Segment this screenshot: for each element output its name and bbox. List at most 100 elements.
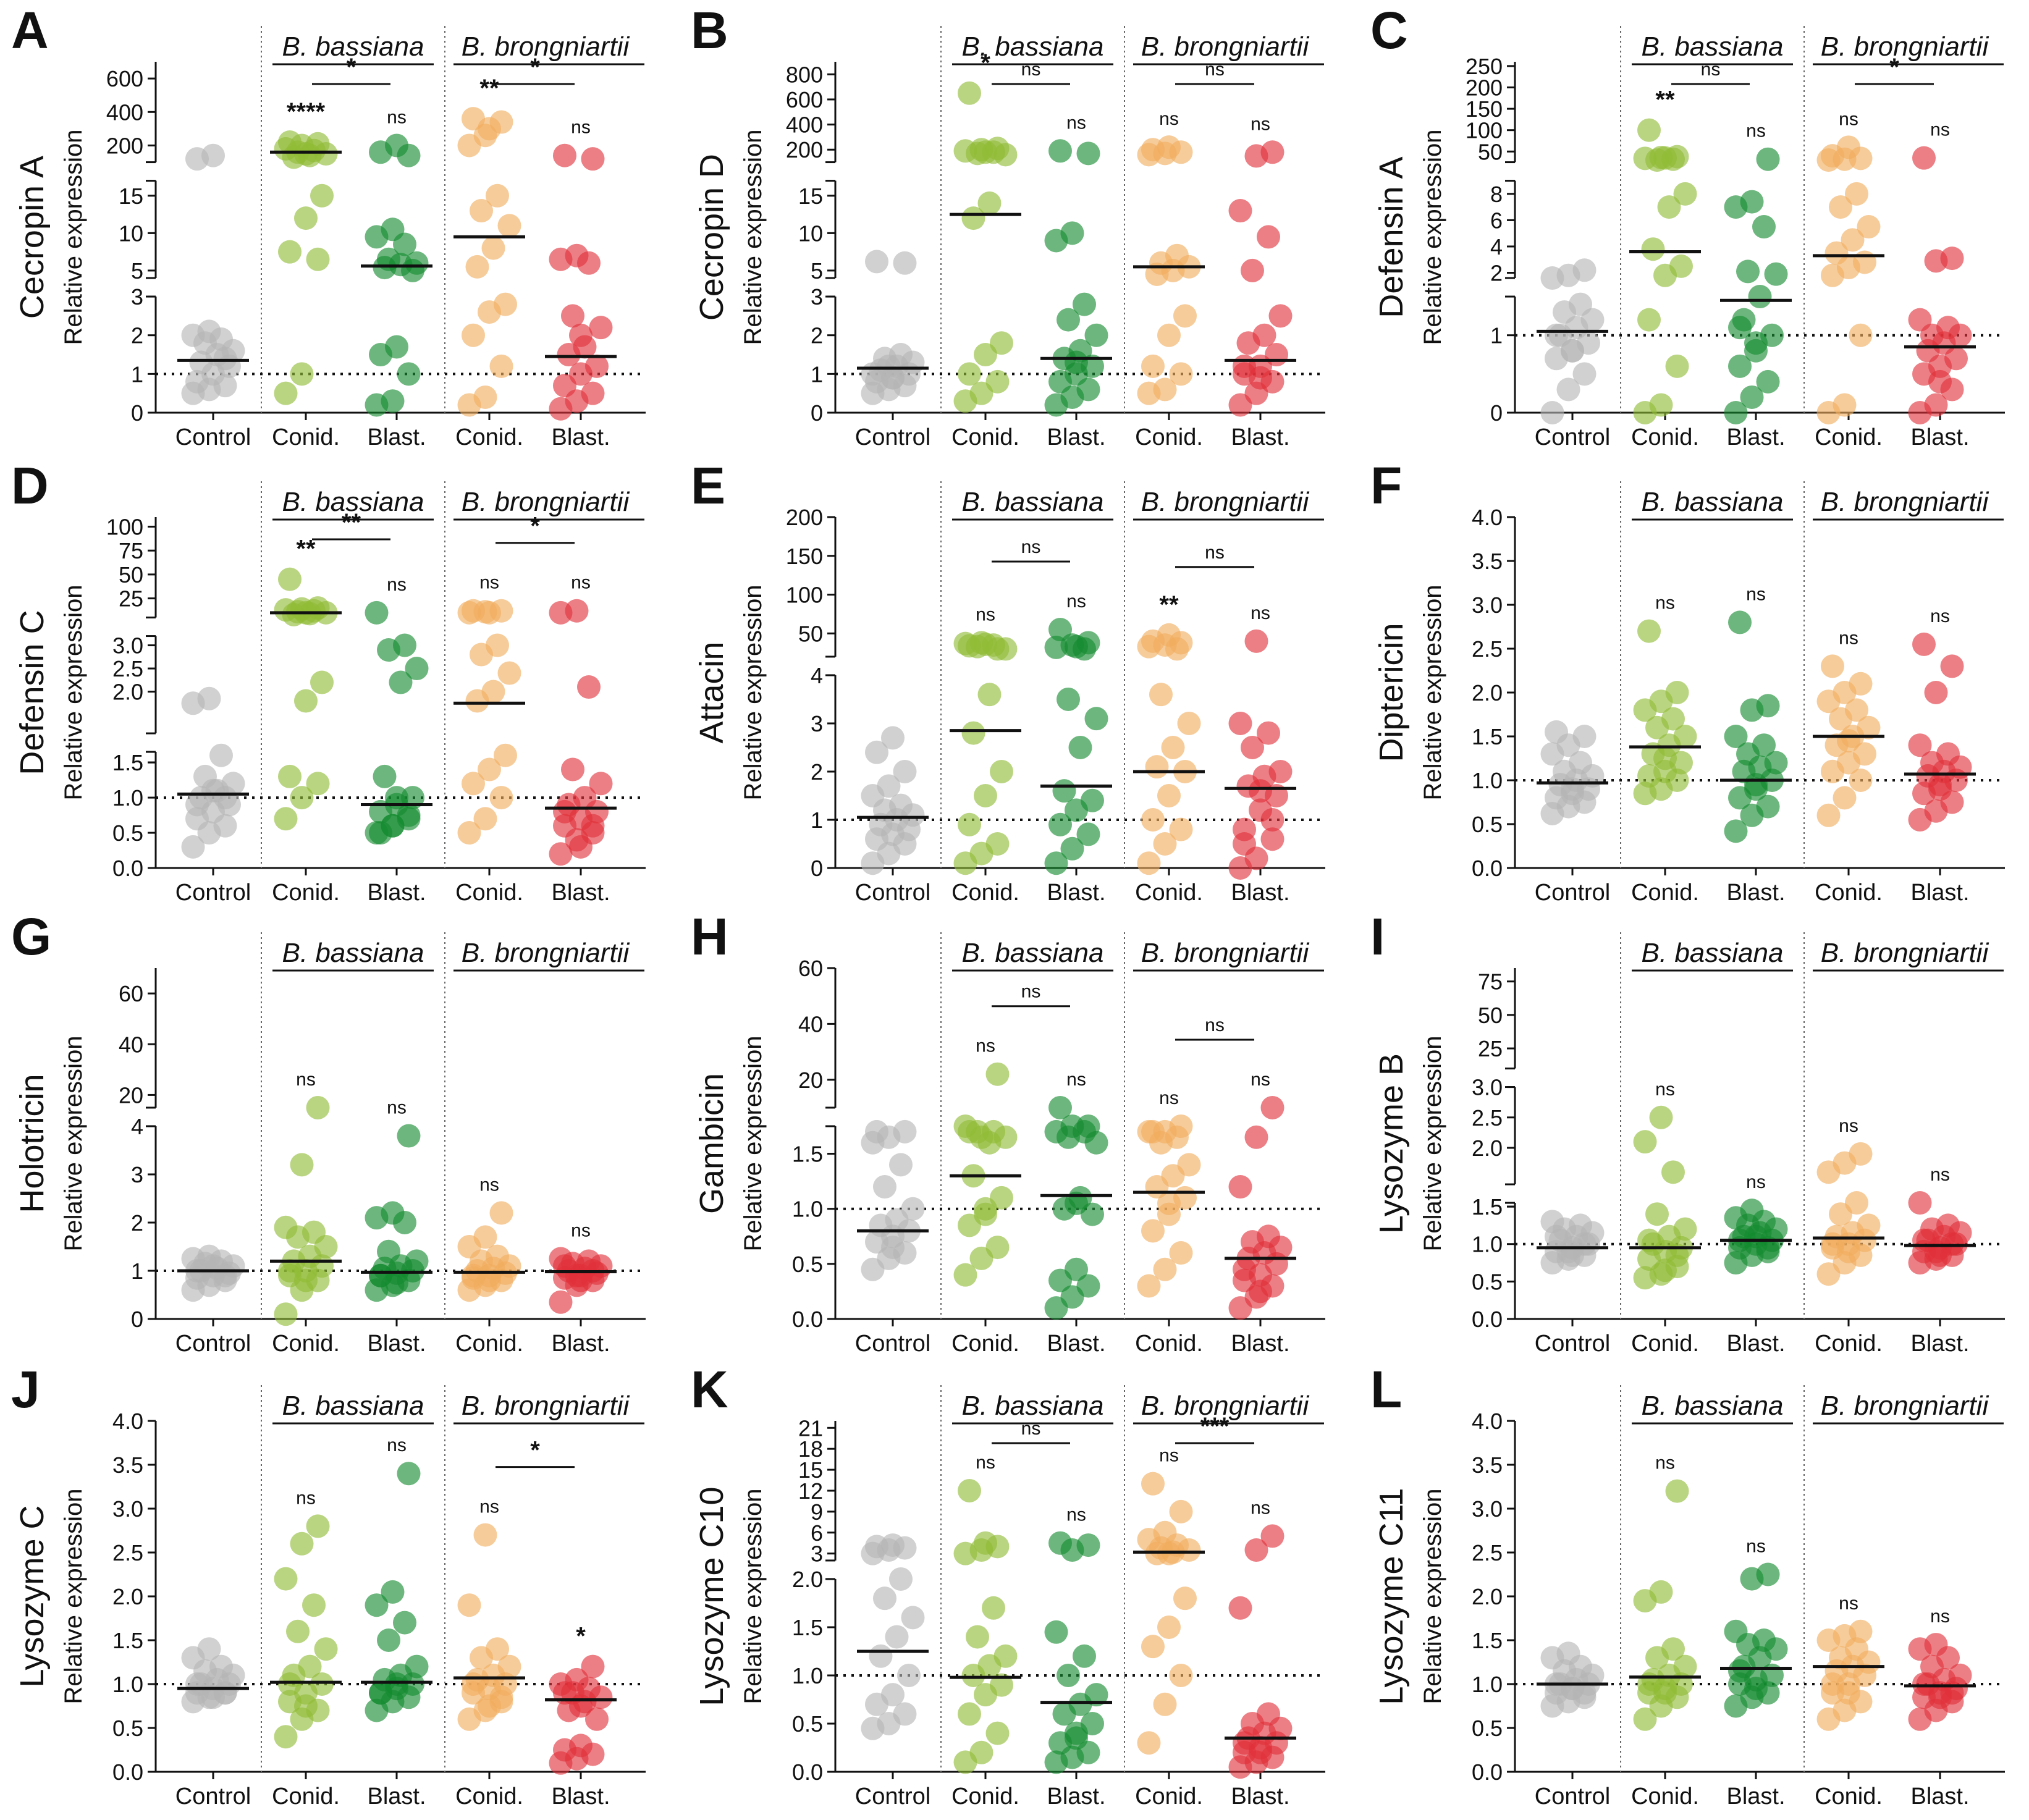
data-point	[1740, 1199, 1764, 1223]
data-point	[1157, 1191, 1181, 1215]
data-point	[197, 1637, 221, 1661]
data-point	[1740, 385, 1764, 409]
y-tick-label: 75	[1478, 969, 1503, 995]
group-header: B. bassiana	[1642, 487, 1784, 517]
data-point	[1657, 195, 1681, 219]
data-point	[1057, 1663, 1080, 1687]
data-point	[1908, 308, 1932, 332]
data-point	[1228, 1596, 1252, 1620]
data-point	[1821, 654, 1844, 678]
data-point	[1948, 1663, 1972, 1687]
group-header: B. bassiana	[962, 32, 1104, 62]
data-point	[1137, 1731, 1161, 1755]
significance-label: ns	[479, 1497, 499, 1517]
panel-letter: H	[691, 908, 728, 966]
data-point	[365, 1593, 389, 1617]
y-tick-label: 2.0	[112, 1584, 143, 1609]
panel-letter: A	[11, 1, 49, 59]
data-point	[1076, 1533, 1100, 1557]
data-point	[1908, 1191, 1932, 1215]
data-point	[294, 142, 318, 166]
y-tick-label: 15	[119, 183, 143, 209]
y-tick-label: 12	[798, 1478, 823, 1504]
data-point	[1257, 225, 1280, 249]
y-axis-label: Relative expression	[60, 1488, 87, 1704]
y-tick-label: 200	[106, 133, 143, 158]
data-point	[1141, 1119, 1165, 1144]
significance-label: ns	[1655, 1453, 1675, 1473]
data-point	[1052, 779, 1076, 803]
data-point	[302, 1593, 326, 1617]
x-tick-label: Control	[175, 424, 251, 450]
data-point	[1849, 1142, 1873, 1166]
significance-label: ns	[387, 1098, 407, 1118]
data-point	[1244, 1125, 1268, 1149]
data-point	[1649, 1105, 1673, 1129]
y-tick-label: 2	[811, 323, 823, 348]
y-axis-title: Attacin	[693, 641, 730, 743]
data-point	[278, 130, 302, 154]
y-tick-label: 3	[131, 284, 143, 310]
data-point	[1149, 683, 1173, 707]
significance-label: ns	[479, 573, 499, 593]
data-point	[581, 1654, 605, 1679]
y-axis-label: Relative expression	[1419, 584, 1446, 800]
y-tick-label: 9	[811, 1499, 823, 1525]
y-tick-label: 0	[131, 1307, 143, 1332]
data-point	[1556, 377, 1580, 402]
y-tick-label: 600	[106, 66, 143, 91]
data-point	[197, 319, 221, 343]
data-point	[961, 206, 985, 230]
x-tick-label: Conid.	[455, 1784, 523, 1809]
data-point	[565, 599, 589, 623]
x-tick-label: Conid.	[951, 1331, 1019, 1357]
data-point	[1764, 751, 1788, 775]
data-point	[1068, 735, 1092, 759]
data-point	[901, 1606, 925, 1630]
data-point	[1936, 1213, 1960, 1237]
data-point	[473, 1523, 497, 1547]
y-tick-label: 3.5	[112, 1452, 143, 1478]
group-header: B. bassiana	[282, 487, 424, 517]
data-point	[486, 183, 509, 208]
data-point	[1637, 619, 1661, 643]
x-tick-label: Conid.	[1135, 424, 1203, 450]
data-point	[1841, 228, 1865, 252]
data-point	[881, 1533, 905, 1557]
y-tick-label: 25	[119, 586, 143, 612]
data-point	[1057, 308, 1080, 332]
data-point	[901, 1197, 925, 1221]
data-point	[569, 323, 593, 347]
data-point	[405, 251, 429, 275]
significance-label: ns	[1655, 593, 1675, 613]
data-point	[478, 757, 501, 782]
significance-label: **	[479, 75, 499, 102]
y-tick-label: 2.0	[1472, 1584, 1503, 1609]
y-tick-label: 75	[119, 538, 143, 563]
data-point	[1044, 1620, 1068, 1644]
data-point	[873, 1586, 896, 1611]
y-tick-label: 50	[1478, 1003, 1503, 1028]
data-point	[478, 600, 501, 625]
data-point	[457, 1593, 481, 1617]
y-tick-label: 8	[1490, 182, 1503, 207]
data-point	[1257, 1224, 1280, 1249]
data-point	[397, 803, 421, 827]
data-point	[1249, 1740, 1272, 1764]
y-tick-label: 3.0	[1472, 1075, 1503, 1100]
y-tick-label: 200	[1466, 75, 1503, 101]
data-point	[1057, 687, 1080, 711]
y-tick-label: 20	[798, 1068, 823, 1093]
data-point	[1169, 362, 1193, 386]
data-point	[1849, 769, 1873, 792]
panel-e: E Attacin Relative expression 0 1 2 3 4 50 100 150…	[691, 457, 1325, 906]
group-header: B. bassiana	[962, 938, 1104, 968]
data-point	[1048, 1531, 1072, 1555]
data-point	[1940, 654, 1964, 678]
panel-i: I Lysozyme B Relative expression 0.0 0.5 1.0 1…	[1370, 908, 2005, 1357]
significance-label: ns	[1066, 1069, 1086, 1090]
data-point	[897, 1663, 921, 1687]
data-point	[1060, 221, 1084, 245]
panel-letter: F	[1370, 457, 1402, 515]
x-tick-label: Blast.	[1047, 880, 1105, 906]
